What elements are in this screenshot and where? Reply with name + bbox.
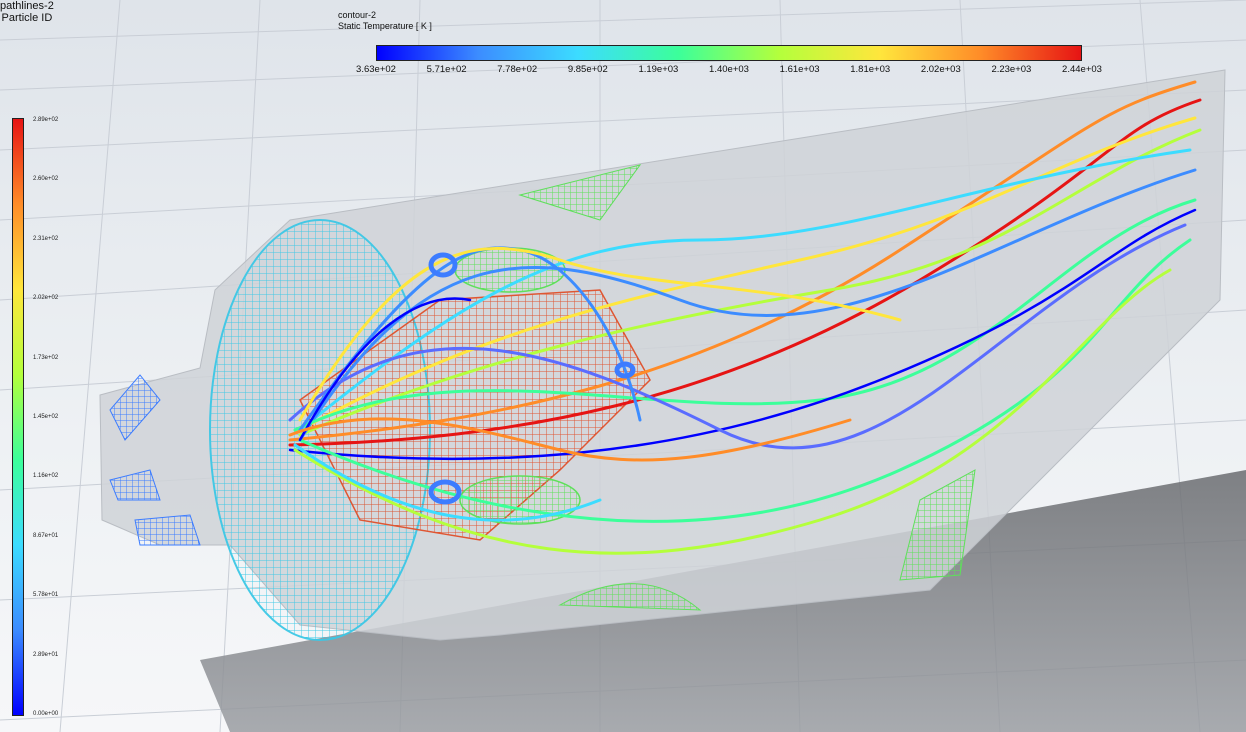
particle-id-tick-label: 2.89e+01 (33, 651, 59, 658)
temperature-tick-label: 9.85e+02 (567, 64, 608, 75)
particle-id-colorbar (12, 118, 24, 716)
contour-legend-title: contour-2 Static Temperature [ K ] (338, 10, 432, 32)
particle-id-tick-label: 1.16e+02 (33, 473, 59, 480)
contour-name: contour-2 (338, 10, 377, 20)
temperature-tick-label: 1.19e+03 (638, 64, 679, 75)
pathlines (288, 80, 1202, 555)
temperature-tick-label: 3.63e+02 (356, 64, 396, 75)
particle-id-tick-label: 1.45e+02 (33, 414, 59, 420)
pathlines-variable: Particle ID (1, 12, 53, 24)
contour-variable: Static Temperature [ K ] (338, 21, 432, 31)
temperature-colorbar (376, 45, 1082, 61)
temperature-tick-label: 2.23e+03 (991, 64, 1032, 75)
temperature-tick-label: 7.78e+02 (497, 64, 538, 75)
pathlines-legend-title: pathlines-2 Particle ID (0, 0, 54, 24)
particle-id-tick-label: 0.00e+00 (33, 711, 59, 717)
temperature-tick-label: 2.02e+03 (920, 64, 961, 75)
temperature-tick-label: 1.81e+03 (850, 64, 891, 75)
temperature-tick-label: 1.61e+03 (779, 64, 820, 75)
particle-id-tick-label: 5.78e+01 (33, 592, 59, 599)
temperature-tick-label: 5.71e+02 (426, 64, 467, 75)
particle-id-tick-label: 2.89e+02 (33, 117, 59, 123)
temperature-tick-label: 2.44e+03 (1062, 64, 1102, 75)
particle-id-tick-label: 2.31e+02 (33, 235, 59, 242)
particle-id-tick-label: 2.02e+02 (33, 295, 59, 302)
temperature-tick-label: 1.40e+03 (709, 64, 749, 75)
temperature-colorbar-ticks: 3.63e+02 5.71e+02 7.78e+02 9.85e+02 1.19e+03… (356, 64, 1102, 78)
particle-id-tick-label: 1.73e+02 (33, 354, 59, 361)
swirler-rings (428, 252, 636, 505)
particle-id-tick-label: 8.67e+01 (33, 532, 59, 539)
pathlines-name: pathlines-2 (0, 0, 54, 12)
particle-id-tick-label: 2.60e+02 (33, 176, 59, 183)
